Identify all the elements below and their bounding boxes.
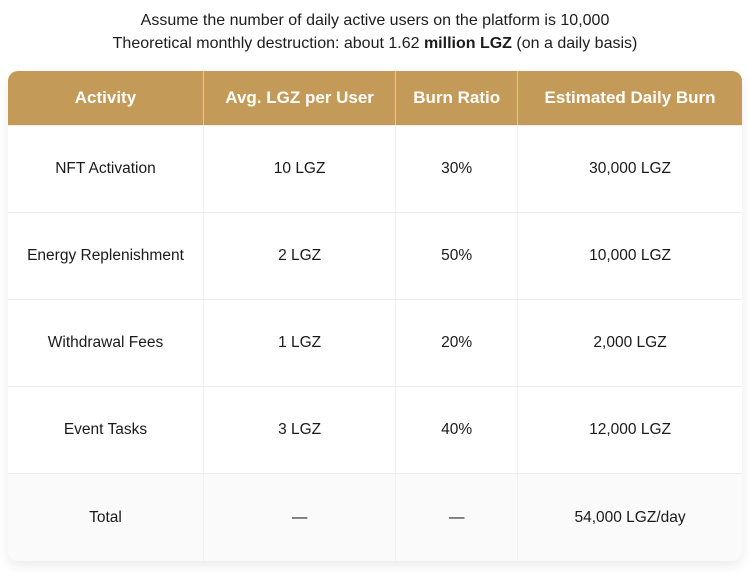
cell-estimated-daily-burn: 2,000 LGZ [518, 299, 742, 386]
cell-avg-lgz-per-user: — [203, 473, 397, 561]
cell-estimated-daily-burn: 54,000 LGZ/day [518, 473, 742, 561]
cell-activity: Event Tasks [8, 386, 204, 473]
cell-estimated-daily-burn: 10,000 LGZ [518, 212, 742, 299]
cell-burn-ratio: 40% [396, 386, 519, 473]
cell-burn-ratio: 30% [396, 125, 519, 212]
table-row-total: Total — — 54,000 LGZ/day [8, 473, 742, 561]
cell-avg-lgz-per-user: 2 LGZ [203, 212, 397, 299]
column-header-activity: Activity [8, 71, 204, 125]
cell-avg-lgz-per-user: 10 LGZ [203, 125, 397, 212]
intro-line-2-prefix: Theoretical monthly destruction: about 1… [112, 35, 424, 52]
cell-activity: Energy Replenishment [8, 212, 204, 299]
cell-estimated-daily-burn: 30,000 LGZ [518, 125, 742, 212]
cell-burn-ratio: 50% [396, 212, 519, 299]
cell-estimated-daily-burn: 12,000 LGZ [518, 386, 742, 473]
table-row: Event Tasks 3 LGZ 40% 12,000 LGZ [8, 386, 742, 473]
cell-activity: Withdrawal Fees [8, 299, 204, 386]
table-row: NFT Activation 10 LGZ 30% 30,000 LGZ [8, 125, 742, 212]
table-row: Energy Replenishment 2 LGZ 50% 10,000 LG… [8, 212, 742, 299]
burn-table-container: Activity Avg. LGZ per User Burn Ratio Es… [8, 71, 742, 561]
table-row: Withdrawal Fees 1 LGZ 20% 2,000 LGZ [8, 299, 742, 386]
daily-burn-table: Activity Avg. LGZ per User Burn Ratio Es… [8, 71, 742, 561]
table-header-row: Activity Avg. LGZ per User Burn Ratio Es… [8, 71, 742, 125]
cell-activity: Total [8, 473, 204, 561]
intro-text: Assume the number of daily active users … [0, 0, 750, 55]
cell-burn-ratio: — [396, 473, 519, 561]
intro-line-2-suffix: (on a daily basis) [511, 35, 638, 52]
intro-line-2-bold: million LGZ [423, 35, 512, 52]
cell-activity: NFT Activation [8, 125, 204, 212]
cell-burn-ratio: 20% [396, 299, 519, 386]
column-header-burn-ratio: Burn Ratio [396, 71, 519, 125]
intro-line-1: Assume the number of daily active users … [140, 12, 610, 29]
cell-avg-lgz-per-user: 3 LGZ [203, 386, 397, 473]
cell-avg-lgz-per-user: 1 LGZ [203, 299, 397, 386]
column-header-estimated-daily-burn: Estimated Daily Burn [518, 71, 742, 125]
intro-line-2: Theoretical monthly destruction: about 1… [0, 32, 750, 55]
column-header-avg-lgz-per-user: Avg. LGZ per User [203, 71, 397, 125]
